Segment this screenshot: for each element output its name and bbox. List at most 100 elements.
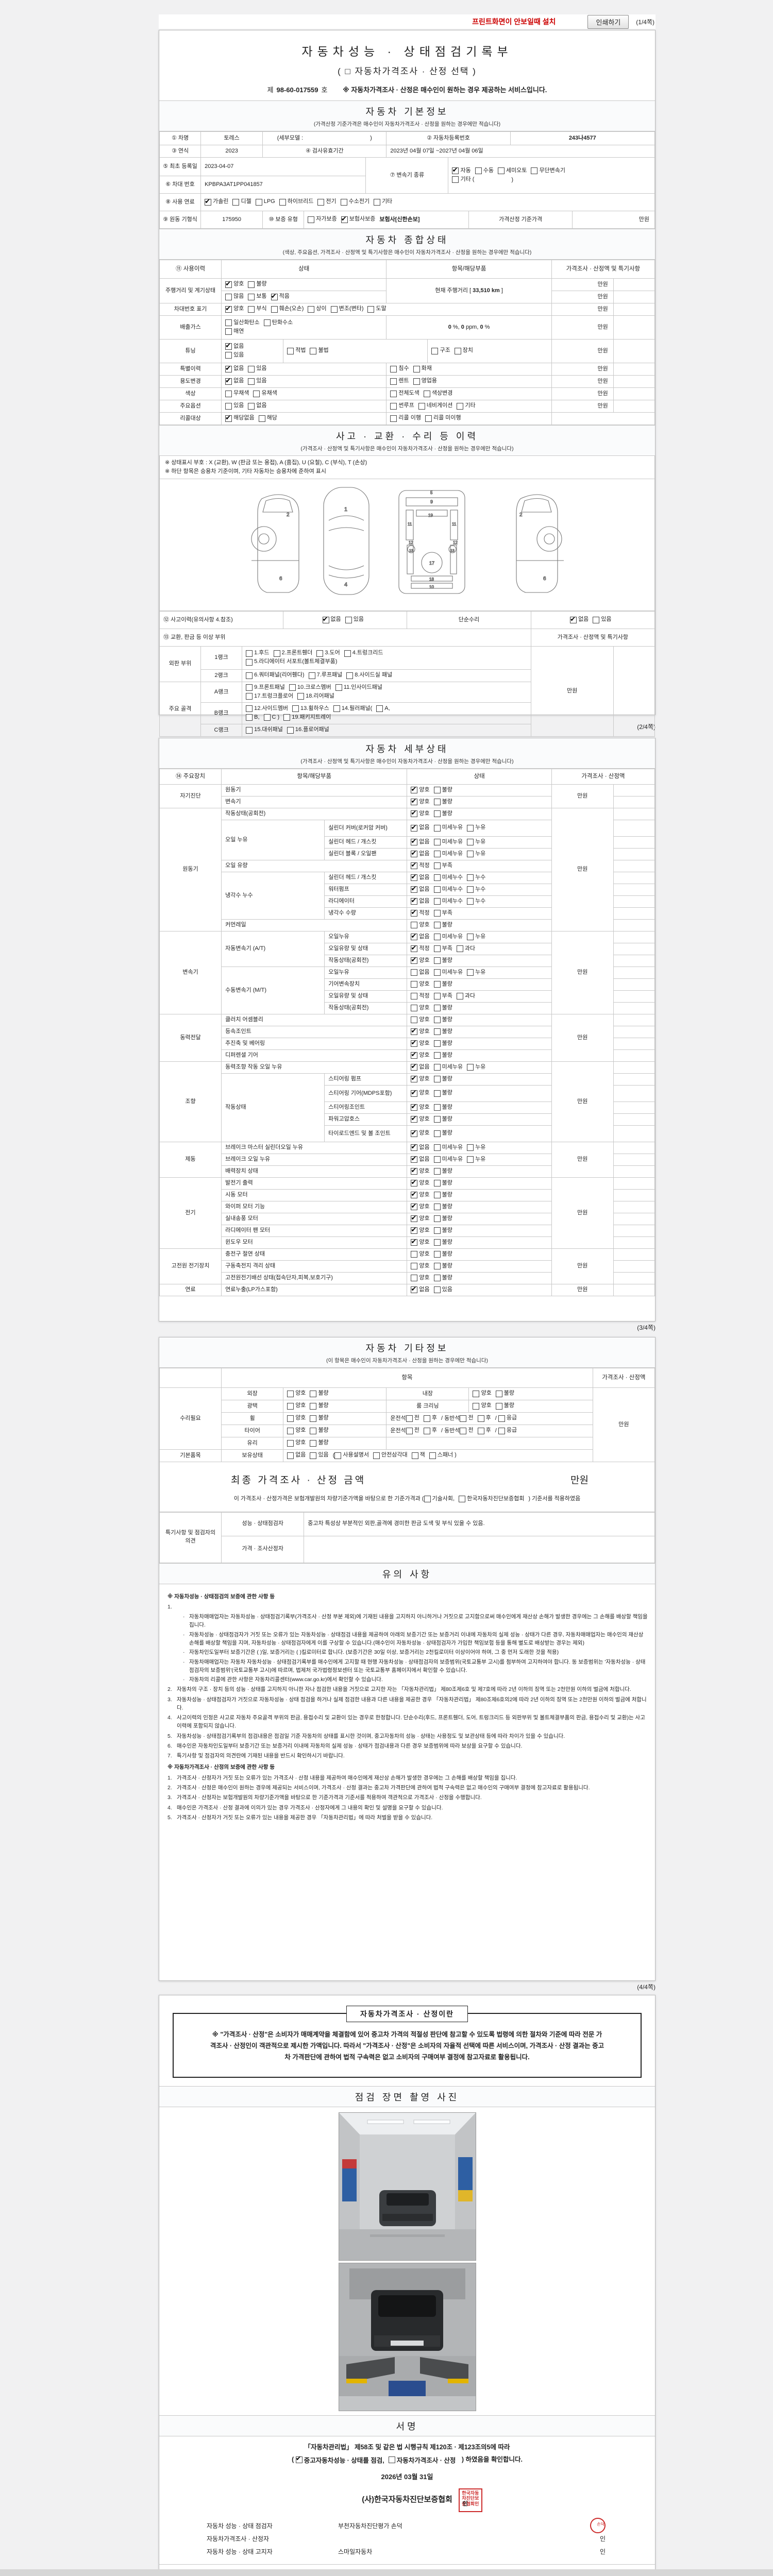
checkbox-적법[interactable]: 적법 xyxy=(287,347,306,355)
checkbox-불량[interactable]: 불량 xyxy=(433,810,452,818)
checkbox-양호[interactable]: 양호 xyxy=(411,1238,430,1247)
checkbox-불량[interactable]: 불량 xyxy=(433,1089,452,1097)
checkbox-양호[interactable]: 양호 xyxy=(411,1004,430,1012)
checkbox-양호[interactable]: 양호 xyxy=(411,956,430,965)
checkbox-일산화탄소[interactable]: 일산화탄소 xyxy=(225,319,260,327)
checkbox-있음[interactable]: 있음 xyxy=(310,1451,329,1460)
checkbox-전기[interactable]: 전기 xyxy=(317,198,337,206)
checkbox-불량[interactable]: 불량 xyxy=(433,1004,452,1012)
checkbox-한국자동차진단보증협회[interactable]: 한국자동차진단보증협회 xyxy=(459,1495,524,1503)
checkbox-미세누수[interactable]: 미세누수 xyxy=(433,886,463,894)
checkbox-미세누유[interactable]: 미세누유 xyxy=(433,850,463,858)
checkbox-양호[interactable]: 양호 xyxy=(411,1088,430,1097)
checkbox-리콜 미이행[interactable]: 리콜 미이행 xyxy=(425,414,461,422)
checkbox-있음[interactable]: 있음 xyxy=(225,402,244,410)
checkbox-중고자동차성능 · 상태를 점검,[interactable]: 중고자동차성능 · 상태를 점검, xyxy=(295,2454,384,2465)
checkbox-양호[interactable]: 양호 xyxy=(411,1226,430,1235)
checkbox-보험사보증[interactable]: 보험사보증 xyxy=(341,214,375,224)
checkbox-부족[interactable]: 부족 xyxy=(433,909,452,918)
checkbox-있음[interactable]: 있음 xyxy=(248,365,267,373)
checkbox-양호[interactable]: 양호 xyxy=(411,1178,430,1188)
print-button[interactable]: 인쇄하기 xyxy=(587,14,629,29)
checkbox-누유[interactable]: 누유 xyxy=(467,850,485,858)
checkbox-양호[interactable]: 양호 xyxy=(287,1414,306,1422)
checkbox-없음[interactable]: 없음 xyxy=(411,1062,430,1072)
checkbox-양호[interactable]: 양호 xyxy=(411,1250,430,1259)
checkbox-미세누유[interactable]: 미세누유 xyxy=(433,1156,463,1164)
checkbox-불량[interactable]: 불량 xyxy=(433,1191,452,1199)
checkbox-무단변속기[interactable]: 무단변속기 xyxy=(531,167,565,175)
checkbox-리콜 이행[interactable]: 리콜 이행 xyxy=(390,414,421,422)
checkbox-누수[interactable]: 누수 xyxy=(467,897,485,906)
checkbox-18.리어패널[interactable]: 18.리어패널 xyxy=(297,692,334,701)
checkbox-안전삼각대[interactable]: 안전삼각대 xyxy=(373,1451,408,1460)
checkbox-적정[interactable]: 적정 xyxy=(411,908,430,918)
checkbox-불량[interactable]: 불량 xyxy=(433,1104,452,1112)
checkbox-누수[interactable]: 누수 xyxy=(467,874,485,882)
checkbox-후[interactable]: 후 xyxy=(477,1414,491,1422)
checkbox-16.플로어패널[interactable]: 16.플로어패널 xyxy=(287,726,329,734)
checkbox-잭[interactable]: 잭 xyxy=(411,1451,425,1460)
checkbox-있음[interactable]: 있음 xyxy=(345,616,364,624)
checkbox-없음[interactable]: 없음 xyxy=(411,932,430,941)
checkbox-7.루프패널[interactable]: 7.루프패널 xyxy=(308,671,342,680)
checkbox-양호[interactable]: 양호 xyxy=(411,1274,430,1282)
checkbox-불량[interactable]: 불량 xyxy=(433,1274,452,1282)
checkbox-색상변경[interactable]: 색상변경 xyxy=(423,389,452,398)
checkbox-있음[interactable]: 있음 xyxy=(593,616,612,624)
checkbox-없음[interactable]: 없음 xyxy=(287,1451,306,1460)
checkbox-5.라디에이터 서포트(볼트체결부품)[interactable]: 5.라디에이터 서포트(볼트체결부품) xyxy=(246,658,337,666)
checkbox-10.크로스멤버[interactable]: 10.크로스멤버 xyxy=(289,684,331,692)
checkbox-양호[interactable]: 양호 xyxy=(411,1103,430,1112)
checkbox-있음[interactable]: 있음 xyxy=(433,1286,452,1294)
checkbox-응급[interactable]: 응급 xyxy=(498,1414,517,1422)
checkbox-불량[interactable]: 불량 xyxy=(433,1016,452,1024)
checkbox-6.쿼터패널(리어휀다)[interactable]: 6.쿼터패널(리어휀다) xyxy=(246,671,305,680)
checkbox-전[interactable]: 전 xyxy=(460,1427,474,1435)
checkbox-미세누수[interactable]: 미세누수 xyxy=(433,897,463,906)
checkbox-A,[interactable]: A, xyxy=(376,705,390,713)
checkbox-미세누수[interactable]: 미세누수 xyxy=(433,874,463,882)
checkbox-없음[interactable]: 없음 xyxy=(225,376,244,385)
checkbox-전[interactable]: 전 xyxy=(406,1427,419,1435)
checkbox-없음[interactable]: 없음 xyxy=(411,896,430,906)
checkbox-적정[interactable]: 적정 xyxy=(411,992,430,1001)
checkbox-부족[interactable]: 부족 xyxy=(433,945,452,953)
checkbox-자가보증[interactable]: 자가보증 xyxy=(308,215,337,224)
checkbox-불량[interactable]: 불량 xyxy=(433,957,452,965)
checkbox-불법[interactable]: 불법 xyxy=(310,347,329,355)
checkbox-2.프론트휀더[interactable]: 2.프론트휀더 xyxy=(273,649,312,657)
checkbox-도말[interactable]: 도말 xyxy=(367,305,386,313)
checkbox-후[interactable]: 후 xyxy=(423,1427,437,1435)
checkbox-후[interactable]: 후 xyxy=(423,1414,437,1422)
checkbox-불량[interactable]: 불량 xyxy=(433,980,452,989)
checkbox-양호[interactable]: 양호 xyxy=(411,1190,430,1199)
checkbox-무채색[interactable]: 무채색 xyxy=(225,389,249,398)
checkbox-양호[interactable]: 양호 xyxy=(411,1214,430,1223)
checkbox-적정[interactable]: 적정 xyxy=(411,944,430,953)
checkbox-미세누유[interactable]: 미세누유 xyxy=(433,933,463,941)
checkbox-해당없음[interactable]: 해당없음 xyxy=(225,413,255,422)
checkbox-없음[interactable]: 없음 xyxy=(411,823,430,832)
checkbox-불량[interactable]: 불량 xyxy=(433,1167,452,1176)
checkbox-양호[interactable]: 양호 xyxy=(411,980,430,989)
checkbox-양호[interactable]: 양호 xyxy=(225,279,244,289)
checkbox-양호[interactable]: 양호 xyxy=(287,1427,306,1435)
checkbox-불량[interactable]: 불량 xyxy=(433,1179,452,1188)
checkbox-누유[interactable]: 누유 xyxy=(467,1063,485,1072)
checkbox-19.패키지트레이[interactable]: 19.패키지트레이 xyxy=(283,714,331,722)
checkbox-장치[interactable]: 장치 xyxy=(454,347,473,355)
checkbox-미세누유[interactable]: 미세누유 xyxy=(433,1144,463,1152)
checkbox-불량[interactable]: 불량 xyxy=(495,1402,514,1410)
checkbox-14.필러패널([interactable]: 14.필러패널( xyxy=(333,705,372,713)
checkbox-수동[interactable]: 수동 xyxy=(475,167,494,175)
checkbox-많음[interactable]: 많음 xyxy=(225,293,244,301)
checkbox-불량[interactable]: 불량 xyxy=(433,1040,452,1048)
checkbox-누유[interactable]: 누유 xyxy=(467,1156,485,1164)
checkbox-불량[interactable]: 불량 xyxy=(433,1227,452,1235)
checkbox-11.인사이드패널[interactable]: 11.인사이드패널 xyxy=(335,684,382,692)
checkbox-불량[interactable]: 불량 xyxy=(433,1215,452,1223)
checkbox-없음[interactable]: 없음 xyxy=(248,402,267,410)
checkbox-불량[interactable]: 불량 xyxy=(433,1203,452,1211)
checkbox-탄화수소[interactable]: 탄화수소 xyxy=(263,319,293,327)
